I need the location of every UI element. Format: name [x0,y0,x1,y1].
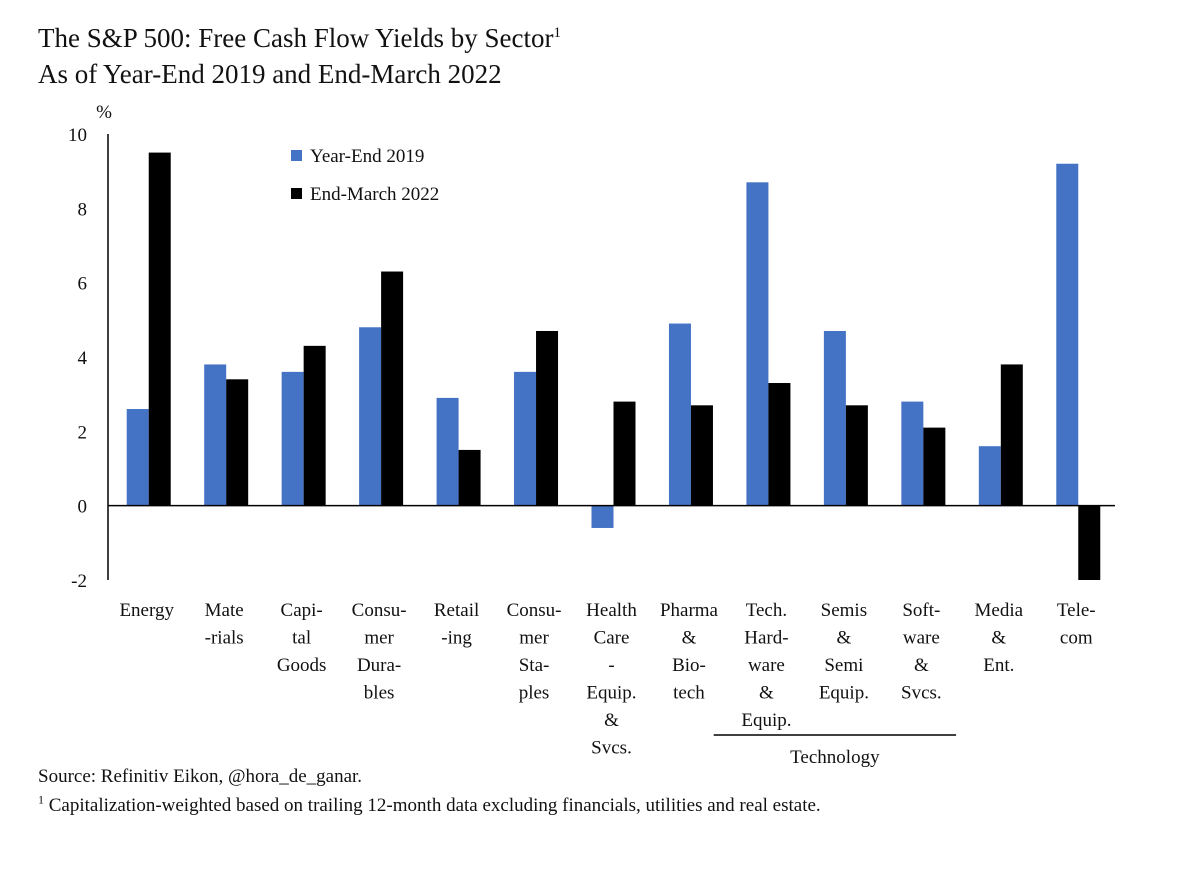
category-label: Consu- [352,600,407,621]
title-line-2: As of Year-End 2019 and End-March 2022 [38,59,502,89]
y-tick-label: -2 [71,571,87,592]
bar-end-march-2022 [536,330,559,506]
bar-year-end-2019 [668,323,691,506]
title-footnote-marker: 1 [553,25,561,41]
category-label: & [759,683,774,704]
bar-year-end-2019 [126,409,149,506]
category-label: Dura- [357,655,401,676]
category-label: Sta- [519,655,550,676]
category-label: Bio- [672,655,706,676]
category-label: Tele- [1057,600,1096,621]
category-label: Consu- [507,600,562,621]
category-label: Retail [434,600,479,621]
category-label: -ing [441,628,472,649]
bar-end-march-2022 [381,271,404,506]
category-label: bles [364,683,395,704]
chart-title: The S&P 500: Free Cash Flow Yields by Se… [38,20,561,92]
bar-year-end-2019 [204,364,227,506]
category-label: mer [519,628,549,649]
legend-label-end-march-2022: End-March 2022 [310,184,439,205]
legend-swatch-end-march-2022 [291,188,302,199]
category-label: Ent. [983,655,1014,676]
category-label: ware [903,628,940,649]
title-line-1: The S&P 500: Free Cash Flow Yields by Se… [38,23,554,53]
bar-year-end-2019 [436,397,459,506]
category-label: & [682,628,697,649]
bar-year-end-2019 [359,327,382,506]
category-label: - [608,655,614,676]
category-label: Semis [821,600,867,621]
y-tick-label: 2 [78,422,88,443]
category-label: Care [594,628,630,649]
footnote-marker: 1 [38,792,44,807]
bar-end-march-2022 [768,383,791,506]
category-label: ples [519,683,550,704]
footnote-text: Capitalization-weighted based on trailin… [48,795,821,816]
category-label: tech [673,683,705,704]
category-label: Media [975,600,1024,621]
bar-year-end-2019 [1056,163,1079,506]
y-tick-label: 4 [78,348,88,369]
category-label: Tech. [746,600,787,621]
bar-end-march-2022 [303,345,326,506]
bar-end-march-2022 [148,152,171,506]
category-label: & [604,710,619,731]
category-label: Mate [205,600,244,621]
category-label: ware [748,655,785,676]
category-label: Energy [119,600,174,621]
bar-year-end-2019 [901,401,924,506]
category-label: & [836,628,851,649]
category-label: Equip. [819,683,869,704]
y-tick-label: 6 [78,274,88,295]
category-label: Goods [277,655,327,676]
category-label: Health [586,600,637,621]
category-label: Svcs. [591,738,632,759]
bar-year-end-2019 [281,371,304,506]
category-label: -rials [205,628,244,649]
y-tick-label: 0 [78,497,88,518]
bar-end-march-2022 [1078,505,1101,580]
category-label: com [1060,628,1093,649]
category-label: tal [292,628,311,649]
bar-year-end-2019 [746,182,769,506]
category-label: Equip. [741,710,791,731]
category-label: & [991,628,1006,649]
category-label: & [914,655,929,676]
category-label: Equip. [586,683,636,704]
source-note: Source: Refinitiv Eikon, @hora_de_ganar. [38,766,363,787]
bar-year-end-2019 [514,371,537,506]
technology-group-label: Technology [790,747,880,768]
bar-end-march-2022 [845,405,868,506]
category-label: Pharma [660,600,719,621]
category-label: Svcs. [901,683,942,704]
bar-year-end-2019 [591,505,614,528]
footnote: 1 Capitalization-weighted based on trail… [38,792,821,817]
bar-end-march-2022 [923,427,946,506]
bar-end-march-2022 [226,379,249,506]
category-label: mer [364,628,394,649]
y-tick-label: 10 [68,125,87,146]
bar-end-march-2022 [458,449,481,506]
category-label: Capi- [281,600,323,621]
y-axis-unit-label: % [96,102,112,123]
bar-end-march-2022 [1000,364,1023,506]
legend-label-year-end-2019: Year-End 2019 [310,146,424,167]
bar-year-end-2019 [823,330,846,506]
bar-year-end-2019 [978,446,1001,506]
bar-end-march-2022 [613,401,636,506]
bar-end-march-2022 [690,405,713,506]
category-label: Hard- [744,628,788,649]
legend-swatch-year-end-2019 [291,150,302,161]
category-label: Semi [824,655,863,676]
category-label: Soft- [902,600,940,621]
y-tick-label: 8 [78,199,88,220]
